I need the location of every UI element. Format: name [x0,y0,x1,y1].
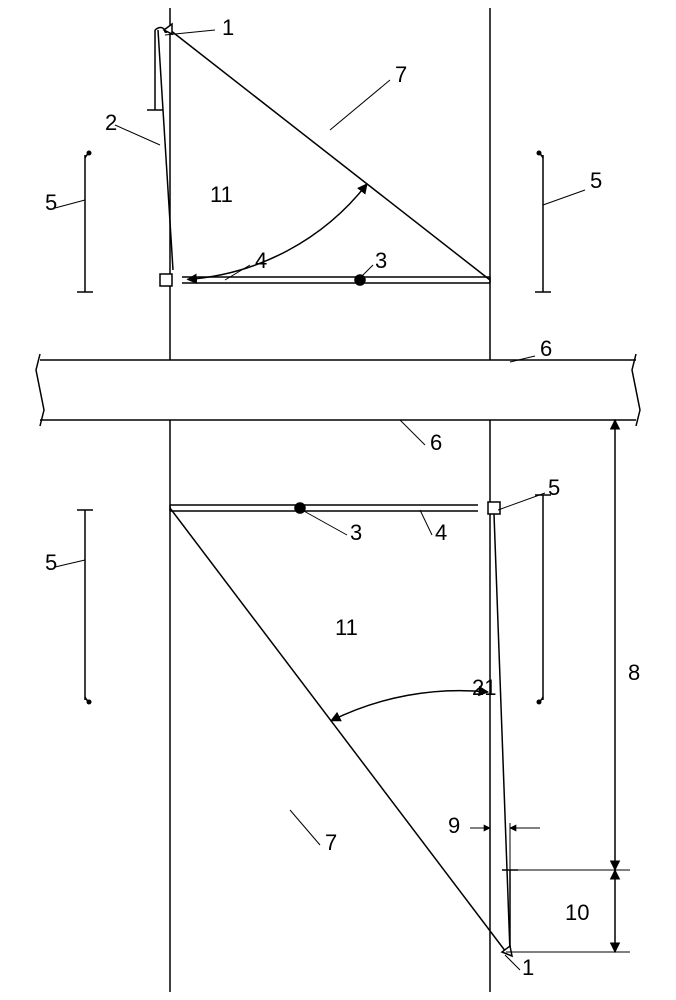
callout-label: 10 [565,900,589,925]
callout-label: 5 [45,190,57,215]
callout-label: 4 [435,520,447,545]
callout-label: 2 [105,110,117,135]
callout-label: 4 [255,248,267,273]
callout-label: 21 [472,675,496,700]
callout-label: 1 [222,15,234,40]
callout-label: 5 [548,475,560,500]
callout-label: 8 [628,660,640,685]
callout-label: 11 [335,615,358,640]
callout-label: 6 [540,336,552,361]
callout-label: 5 [590,168,602,193]
technical-diagram: 1 2 7 5 5 11 4 3 6 6 5 5 3 4 11 21 7 1 8 9 10 [0,0,676,1000]
callout-label: 6 [430,430,442,455]
callout-label: 7 [395,62,407,87]
callout-label: 11 [210,182,233,207]
callout-label: 3 [375,248,387,273]
callout-label: 3 [350,520,362,545]
callout-label: 9 [448,813,460,838]
callout-label: 5 [45,550,57,575]
callout-label: 1 [522,955,534,980]
callout-label: 7 [325,830,337,855]
